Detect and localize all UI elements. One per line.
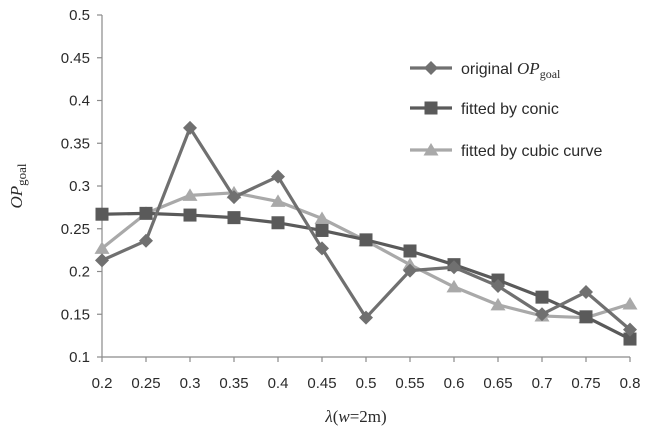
- data-point-cubic: [490, 297, 506, 311]
- legend-label-original-text: original: [461, 61, 517, 78]
- x-axis-label-rest: =2m): [350, 407, 387, 426]
- x-tick-label: 0.4: [268, 375, 289, 392]
- y-tick-label: 0.1: [69, 349, 90, 366]
- legend-entry-conic: fitted by conic: [410, 101, 559, 118]
- data-point-original: [183, 120, 197, 135]
- legend-label-cubic: fitted by cubic curve: [461, 143, 603, 160]
- data-point-original: [447, 260, 461, 275]
- y-tick-label: 0.35: [61, 135, 90, 152]
- data-point-original: [359, 310, 373, 325]
- data-point-original: [271, 169, 285, 184]
- legend-entry-original: original OPgoal: [410, 59, 561, 81]
- x-tick-label: 0.55: [395, 375, 424, 392]
- data-point-conic: [579, 310, 593, 324]
- data-point-original: [535, 307, 549, 322]
- y-axis-label-sub: goal: [14, 163, 29, 186]
- data-point-original: [315, 241, 329, 256]
- data-point-original: [227, 190, 241, 205]
- y-tick-label: 0.2: [69, 264, 90, 281]
- axes: [97, 14, 631, 362]
- y-tick-label: 0.3: [69, 178, 90, 195]
- data-point-cubic: [270, 194, 286, 207]
- legend-label-original-math: OP: [517, 59, 540, 78]
- x-axis-label-w: w: [338, 407, 350, 426]
- x-tick-label: 0.35: [219, 375, 248, 392]
- data-point-cubic: [182, 188, 198, 201]
- series-layer: [94, 120, 638, 346]
- data-point-original: [623, 322, 637, 337]
- x-axis-label-lambda: λ: [324, 407, 332, 426]
- data-point-conic: [95, 207, 109, 221]
- x-tick-label: 0.2: [92, 375, 113, 392]
- y-tick-label: 0.5: [69, 7, 90, 24]
- data-point-conic: [535, 290, 549, 304]
- data-point-cubic: [622, 296, 638, 310]
- legend-entry-cubic: fitted by cubic curve: [410, 143, 603, 160]
- data-point-cubic: [446, 279, 462, 293]
- data-point-original: [491, 279, 505, 294]
- data-point-original: [95, 253, 109, 268]
- data-point-original: [139, 233, 153, 248]
- data-point-conic: [227, 211, 241, 225]
- data-point-conic: [139, 206, 153, 220]
- data-point-conic: [271, 216, 285, 230]
- data-point-cubic: [94, 241, 110, 254]
- y-tick-labels: 0.1 0.15 0.2 0.25 0.3 0.35 0.4 0.45 0.5: [61, 7, 90, 366]
- legend: original OPgoal fitted by conic fitted b…: [410, 59, 603, 160]
- data-point-conic: [623, 332, 637, 346]
- legend-marker-cubic: [423, 143, 439, 156]
- x-tick-label: 0.5: [356, 375, 377, 392]
- y-tick-label: 0.25: [61, 221, 90, 238]
- x-tick-label: 0.75: [571, 375, 600, 392]
- y-tick-label: 0.45: [61, 50, 90, 67]
- data-point-conic: [183, 208, 197, 222]
- x-tick-label: 0.6: [444, 375, 465, 392]
- data-point-conic: [359, 233, 373, 247]
- series-conic: [95, 206, 637, 346]
- x-tick-label: 0.3: [180, 375, 201, 392]
- y-axis-label: OPgoal: [7, 163, 29, 208]
- data-point-conic: [315, 223, 329, 237]
- x-axis-label-open: (: [333, 407, 339, 426]
- data-point-conic: [403, 244, 417, 258]
- data-point-original: [403, 263, 417, 278]
- data-point-original: [579, 285, 593, 300]
- legend-label-original-sub: goal: [540, 67, 561, 81]
- y-axis-label-main: OP: [7, 186, 26, 209]
- x-tick-label: 0.45: [307, 375, 336, 392]
- x-tick-label: 0.8: [620, 375, 641, 392]
- series-line-cubic: [101, 191, 631, 320]
- legend-marker-original: [424, 61, 438, 75]
- series-original: [95, 120, 637, 337]
- y-tick-label: 0.15: [61, 306, 90, 323]
- x-tick-label: 0.7: [532, 375, 553, 392]
- x-tick-labels: 0.2 0.25 0.3 0.35 0.4 0.45 0.5 0.55 0.6 0.65 0.7 0.…: [92, 375, 641, 392]
- x-axis-label: λ(w=2m): [324, 407, 386, 426]
- data-point-cubic: [314, 211, 330, 224]
- legend-label-original: original OPgoal: [461, 59, 561, 81]
- legend-marker-conic: [424, 101, 438, 115]
- x-tick-label: 0.65: [483, 375, 512, 392]
- x-tick-label: 0.25: [131, 375, 160, 392]
- y-tick-label: 0.4: [69, 93, 90, 110]
- legend-label-conic: fitted by conic: [461, 101, 559, 118]
